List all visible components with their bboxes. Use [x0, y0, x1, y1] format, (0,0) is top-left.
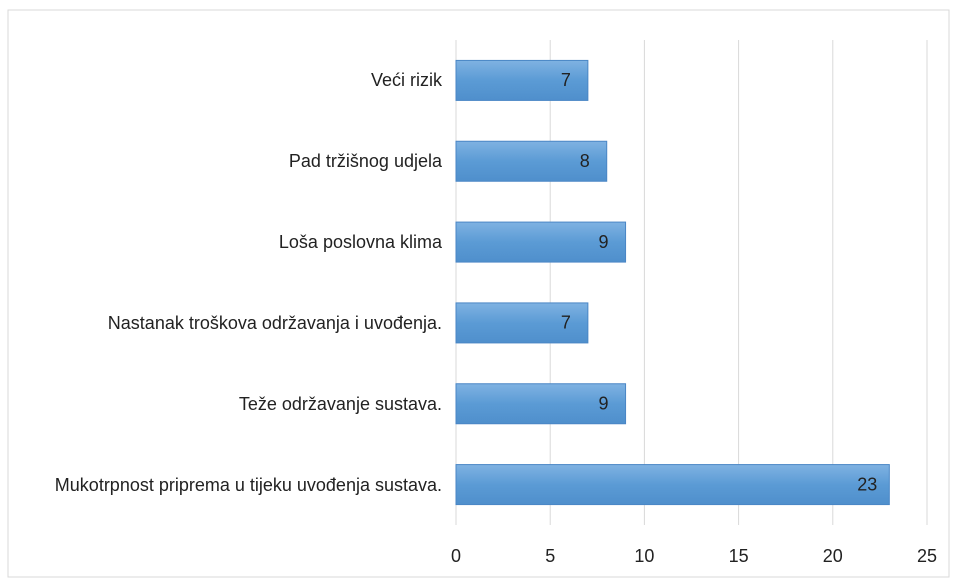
x-tick-label: 5 — [545, 546, 555, 566]
category-text: Mukotrpnost priprema u tijeku uvođenja s… — [54, 474, 442, 495]
data-label: 9 — [599, 232, 609, 252]
data-label: 9 — [599, 394, 609, 414]
category-text: Veći rizik — [370, 70, 442, 91]
category-label: Loša poslovna klima — [12, 230, 442, 254]
bar — [455, 140, 608, 182]
category-text: Nastanak troškova održavanja i uvođenja. — [107, 312, 442, 333]
x-tick-label: 0 — [451, 546, 461, 566]
bar — [455, 302, 589, 344]
category-label: Nastanak troškova održavanja i uvođenja. — [12, 311, 442, 335]
data-label: 23 — [857, 474, 877, 494]
x-tick-label: 20 — [823, 546, 843, 566]
bar — [455, 221, 627, 263]
category-text: Teže održavanje sustava. — [238, 393, 442, 414]
data-label: 7 — [561, 313, 571, 333]
category-label: Pad tržišnog udjela — [12, 149, 442, 173]
category-text: Loša poslovna klima — [278, 232, 442, 253]
bar — [455, 59, 589, 101]
data-label: 8 — [580, 151, 590, 171]
category-label: Mukotrpnost priprema u tijeku uvođenja s… — [12, 473, 442, 497]
category-label: Veći rizik — [12, 68, 442, 92]
x-tick-label: 10 — [634, 546, 654, 566]
data-label: 7 — [561, 70, 571, 90]
bar — [455, 383, 627, 425]
chart-border — [7, 9, 950, 578]
category-text: Pad tržišnog udjela — [288, 151, 442, 172]
bar — [455, 464, 890, 506]
category-label: Teže održavanje sustava. — [12, 392, 442, 416]
x-tick-label: 15 — [729, 546, 749, 566]
x-tick-label: 25 — [917, 546, 937, 566]
